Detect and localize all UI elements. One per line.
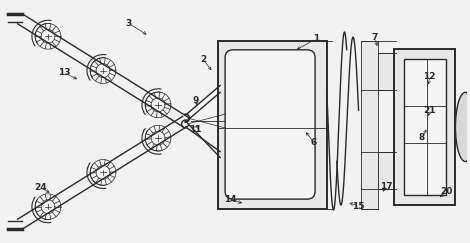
Bar [218, 41, 327, 209]
Text: 1: 1 [313, 35, 319, 43]
Text: 8: 8 [419, 133, 425, 142]
Bar [360, 41, 378, 209]
Text: 6: 6 [311, 138, 317, 147]
Text: 12: 12 [423, 72, 436, 81]
Text: 17: 17 [380, 182, 392, 191]
Text: 7: 7 [371, 34, 377, 43]
Text: 15: 15 [352, 201, 365, 210]
Text: 11: 11 [189, 125, 202, 134]
Bar [378, 53, 396, 90]
Text: 24: 24 [34, 183, 47, 192]
FancyBboxPatch shape [225, 50, 315, 199]
Text: 21: 21 [423, 106, 436, 115]
Bar [378, 152, 396, 189]
Text: 14: 14 [224, 195, 236, 204]
Ellipse shape [455, 92, 470, 162]
Text: 13: 13 [58, 68, 70, 77]
Text: 3: 3 [125, 19, 131, 28]
Bar [404, 59, 446, 195]
Text: 20: 20 [440, 187, 453, 196]
Text: 9: 9 [192, 96, 199, 105]
Bar [394, 49, 455, 205]
Text: 2: 2 [200, 55, 206, 64]
